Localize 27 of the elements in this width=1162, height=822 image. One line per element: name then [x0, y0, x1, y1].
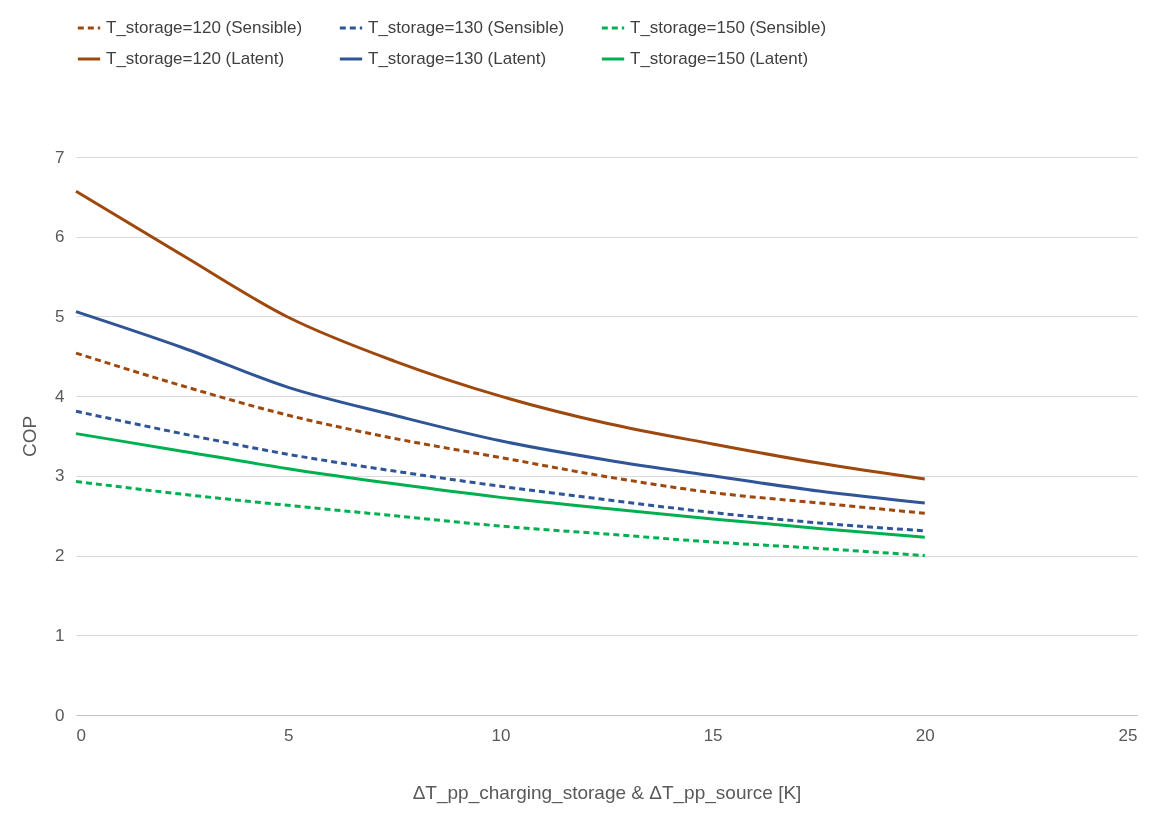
line-series	[74, 432, 927, 539]
y-tick-label: 1	[55, 625, 65, 645]
x-tick-label: 0	[76, 725, 86, 745]
legend-label: T_storage=150 (Sensible)	[630, 18, 827, 37]
x-axis-title: ΔT_pp_charging_storage & ΔT_pp_source [K]	[412, 781, 802, 804]
legend-label: T_storage=130 (Latent)	[368, 49, 547, 68]
line-series	[74, 189, 927, 481]
x-tick-label: 20	[915, 725, 935, 745]
legend-label: T_storage=130 (Sensible)	[368, 18, 565, 37]
line-series	[74, 351, 927, 515]
y-axis-title: COP	[19, 415, 41, 458]
line-series	[74, 479, 927, 558]
x-tick-label: 25	[1118, 725, 1138, 745]
legend-label: T_storage=120 (Sensible)	[106, 18, 303, 37]
y-tick-label: 0	[55, 705, 65, 725]
y-tick-label: 7	[55, 147, 65, 167]
y-tick-label: 2	[55, 546, 65, 566]
y-tick-label: 3	[55, 466, 65, 486]
legend-label: T_storage=120 (Latent)	[106, 49, 285, 68]
x-tick-label: 15	[703, 725, 723, 745]
x-tick-label: 5	[283, 725, 294, 745]
x-tick-label: 10	[491, 725, 511, 745]
line-series	[74, 310, 927, 505]
y-tick-label: 5	[55, 306, 65, 326]
y-tick-label: 6	[55, 227, 65, 247]
y-tick-label: 4	[55, 386, 65, 406]
legend-label: T_storage=150 (Latent)	[630, 49, 809, 68]
